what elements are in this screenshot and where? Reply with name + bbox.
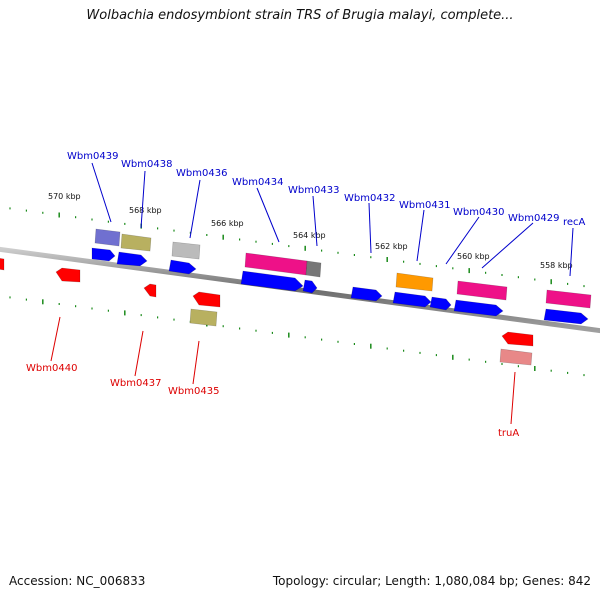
cds-arrow-trua[interactable]: [501, 331, 534, 347]
gene-label-reca[interactable]: recA: [563, 217, 586, 228]
tick-label-558: 558 kbp: [540, 261, 573, 270]
gene-label-wbm0429[interactable]: Wbm0429: [508, 213, 559, 224]
genome-summary-text: Topology: circular; Length: 1,080,084 bp…: [272, 574, 591, 588]
cds-arrow-wbm0432[interactable]: [350, 286, 383, 302]
gene-label-wbm0439[interactable]: Wbm0439: [67, 151, 118, 162]
cds-arrow-wbm0434[interactable]: [240, 270, 304, 292]
tick-label-566: 566 kbp: [211, 219, 244, 228]
upper-tick-track: [9, 207, 585, 288]
feature-box-wbm0433[interactable]: [305, 260, 322, 278]
gene-label-wbm0431[interactable]: Wbm0431: [399, 200, 450, 211]
accession-text: Accession: NC_006833: [9, 574, 146, 588]
gene-label-wbm0436[interactable]: Wbm0436: [176, 168, 227, 179]
cds-arrow-wbm0435[interactable]: [192, 291, 221, 308]
genome-backbone: [0, 246, 600, 334]
gene-label-trua[interactable]: truA: [498, 428, 519, 439]
feature-box-reca[interactable]: [545, 289, 592, 309]
gene-label-wbm0440[interactable]: Wbm0440: [26, 363, 77, 374]
feature-arrows: [0, 228, 592, 366]
cds-arrow-wbm0436[interactable]: [168, 259, 197, 275]
feature-box-wbm0434[interactable]: [244, 252, 308, 276]
feature-box-trua[interactable]: [499, 348, 533, 366]
gene-label-wbm0433[interactable]: Wbm0433: [288, 185, 339, 196]
tick-label-570: 570 kbp: [48, 192, 81, 201]
feature-box-wbm0431[interactable]: [395, 272, 434, 292]
gene-label-wbm0432[interactable]: Wbm0432: [344, 193, 395, 204]
reverse-label-leaders: [50, 316, 516, 425]
feature-box-wbm0430[interactable]: [456, 280, 508, 301]
cds-arrow-wbm0431-a[interactable]: [392, 291, 432, 308]
cds-arrow-wbm0440[interactable]: [55, 267, 81, 283]
tick-label-560: 560 kbp: [457, 252, 490, 261]
forward-label-leaders: [91, 162, 574, 277]
feature-box-wbm0436[interactable]: [171, 241, 201, 260]
feature-box-wbm0438[interactable]: [120, 233, 152, 252]
feature-box-wbm0435[interactable]: [189, 308, 218, 327]
feature-box-wbm0439[interactable]: [94, 228, 121, 247]
gene-label-wbm0430[interactable]: Wbm0430: [453, 207, 504, 218]
tick-label-564: 564 kbp: [293, 231, 326, 240]
gene-label-wbm0434[interactable]: Wbm0434: [232, 177, 283, 188]
tick-label-568: 568 kbp: [129, 206, 162, 215]
cds-arrow-wbm0437[interactable]: [143, 283, 157, 298]
cds-arrow-wbm0439[interactable]: [91, 247, 116, 262]
cds-arrow-wbm0433[interactable]: [302, 279, 318, 294]
cds-arrow-wbm0430[interactable]: [453, 299, 504, 317]
gene-label-wbm0435[interactable]: Wbm0435: [168, 386, 219, 397]
map-title: Wolbachia endosymbiont strain TRS of Bru…: [86, 8, 514, 23]
gene-label-wbm0438[interactable]: Wbm0438: [121, 159, 172, 170]
cds-arrow-wbm0438[interactable]: [116, 251, 148, 267]
cds-arrow-reca[interactable]: [543, 308, 589, 325]
cds-arrow-left-edge[interactable]: [0, 258, 5, 271]
cds-arrow-wbm0431-b[interactable]: [429, 296, 452, 311]
gene-label-wbm0437[interactable]: Wbm0437: [110, 378, 161, 389]
tick-label-562: 562 kbp: [375, 242, 408, 251]
